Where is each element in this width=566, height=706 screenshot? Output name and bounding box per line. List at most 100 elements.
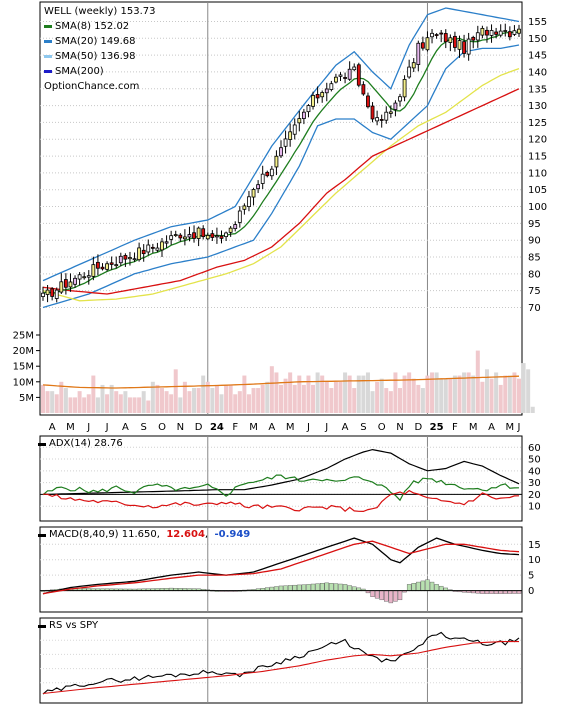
volume-bar: [297, 375, 302, 413]
volume-bar: [320, 375, 325, 413]
macd-histogram-bar: [342, 584, 348, 591]
adx-series-line: [42, 474, 520, 502]
volume-bar: [242, 375, 247, 413]
volume-bar: [512, 372, 517, 413]
candle-body: [430, 32, 434, 38]
macd-histogram-bar: [416, 581, 421, 591]
macd-histogram-bar: [352, 586, 357, 591]
candle-body: [489, 30, 494, 36]
price-tick-label: 100: [528, 202, 547, 213]
month-label: M: [469, 422, 478, 433]
volume-bar: [301, 384, 306, 413]
candle-body: [297, 118, 302, 124]
volume-bar: [365, 372, 370, 413]
candle-body: [228, 227, 233, 233]
price-tick-label: 110: [528, 168, 547, 179]
price-tick-label: 125: [528, 118, 547, 129]
candle-body: [384, 111, 389, 121]
price-tick-label: 90: [528, 236, 541, 247]
volume-bar: [118, 394, 123, 413]
volume-bar: [219, 394, 224, 413]
volume-bar: [77, 391, 82, 413]
rs-series-line: [42, 631, 520, 695]
candle-body: [292, 124, 297, 135]
candle-body: [242, 205, 247, 210]
candle-body: [366, 95, 370, 108]
adx-tick-label: 40: [528, 466, 541, 477]
price-tick-label: 115: [528, 152, 547, 163]
price-tick-label: 130: [528, 101, 547, 112]
candle-body: [155, 247, 160, 251]
month-label: M: [286, 422, 295, 433]
candle-body: [416, 42, 421, 65]
macd-histogram-bar: [287, 585, 293, 591]
adx-tick-label: 60: [528, 443, 541, 454]
candle-body: [256, 184, 261, 190]
volume-bar: [507, 375, 512, 413]
macd-histogram-bar: [425, 579, 430, 591]
candle-body: [471, 36, 476, 41]
volume-bar: [521, 363, 526, 413]
candle-body: [356, 64, 361, 86]
volume-bar: [434, 372, 439, 413]
volume-bar: [361, 375, 366, 413]
macd-histogram-bar: [292, 584, 297, 591]
candle-body: [82, 276, 87, 279]
candle-body: [512, 30, 517, 35]
volume-bar: [466, 372, 471, 413]
macd-hist-value: -0.949: [214, 529, 251, 540]
candle-body: [398, 96, 402, 102]
volume-bar: [251, 388, 256, 413]
candle-body: [146, 244, 151, 253]
candle-body: [41, 292, 45, 297]
volume-bar: [86, 394, 91, 413]
candle-body: [311, 95, 315, 107]
candle-body: [210, 233, 215, 238]
price-tick-label: 135: [528, 84, 547, 95]
sma20-name: SMA(20): [55, 36, 98, 47]
macd-histogram-bar: [434, 584, 439, 591]
price-tick-label: 140: [528, 67, 547, 78]
month-label: A: [49, 422, 56, 433]
macd-histogram-bar: [370, 590, 375, 597]
volume-bar: [420, 388, 425, 413]
macd-series-line: [42, 540, 520, 595]
macd-panel-frame: [39, 526, 523, 613]
volume-bar: [265, 381, 270, 413]
candle-body: [283, 138, 288, 147]
candle-body: [269, 168, 274, 177]
month-label: N: [396, 422, 403, 433]
macd-histogram-bar: [310, 583, 316, 591]
volume-bar: [393, 372, 398, 413]
volume-bar: [338, 381, 343, 413]
adx-legend: ADX(14) 28.76: [38, 438, 123, 449]
candle-body: [68, 281, 73, 288]
volume-bar: [457, 375, 462, 413]
rs-legend: RS vs SPY: [38, 620, 98, 631]
volume-bar: [192, 388, 197, 413]
candle-body: [375, 117, 380, 122]
candle-body: [96, 261, 100, 269]
sma50-swatch: [44, 55, 52, 58]
candle-body: [205, 235, 210, 240]
candle-body: [485, 29, 489, 36]
volume-bar: [95, 397, 100, 413]
volume-tick-label: 15M: [13, 362, 34, 373]
adx-tick-label: 30: [528, 478, 541, 489]
macd-histogram-bar: [297, 584, 302, 591]
volume-bar: [530, 406, 535, 413]
price-tick-label: 95: [528, 219, 541, 230]
volume-bar: [402, 375, 407, 413]
candle-body: [73, 277, 77, 285]
volume-bar: [480, 381, 485, 413]
volume-bar: [416, 384, 421, 413]
macd-series-line: [42, 537, 520, 595]
macd-value: 11.650: [121, 529, 157, 540]
adx-swatch: [38, 443, 46, 446]
volume-bar: [54, 394, 59, 413]
candle-body: [201, 228, 206, 238]
price-tick-label: 85: [528, 253, 541, 264]
volume-bar: [210, 388, 215, 413]
volume-bar: [311, 384, 316, 413]
macd-legend: MACD(8,40,9) 11.650, 12.604, -0.949: [38, 529, 250, 540]
